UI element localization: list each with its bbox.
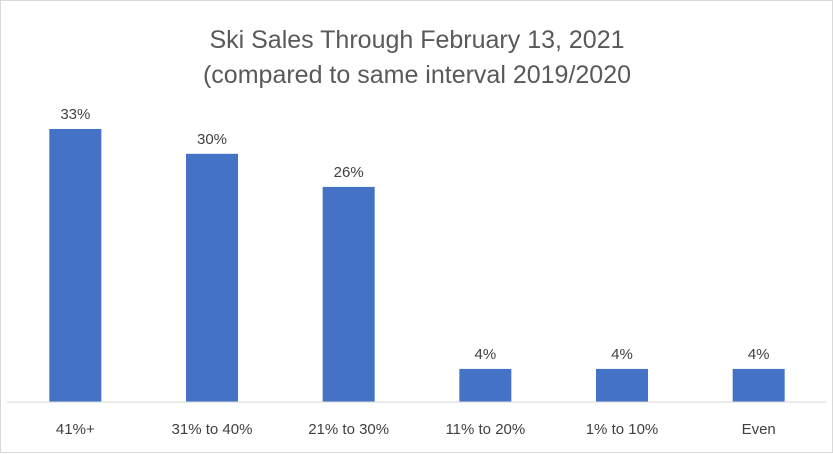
- data-labels-group: 33% 30% 26% 4% 4% 4%: [60, 106, 769, 363]
- chart-title: Ski Sales Through February 13, 2021: [209, 26, 624, 54]
- tick-label-2: 21% to 30%: [308, 421, 389, 438]
- data-label-2: 26%: [334, 164, 364, 181]
- tick-labels-group: 41%+ 31% to 40% 21% to 30% 11% to 20% 1% to …: [56, 421, 776, 438]
- tick-label-5: Even: [742, 421, 776, 438]
- data-label-5: 4%: [748, 346, 770, 363]
- bar-5: [732, 368, 785, 402]
- chart-subtitle: (compared to same interval 2019/2020: [203, 61, 631, 89]
- bar-2: [322, 186, 375, 402]
- bar-0: [49, 129, 102, 402]
- bars-group: [49, 129, 785, 402]
- bar-4: [596, 368, 648, 402]
- data-label-3: 4%: [474, 346, 496, 363]
- bar-3: [459, 368, 512, 402]
- tick-label-0: 41%+: [56, 421, 95, 438]
- bar-1: [186, 153, 238, 402]
- tick-label-3: 11% to 20%: [445, 421, 525, 438]
- data-label-1: 30%: [197, 131, 227, 148]
- data-label-4: 4%: [611, 346, 633, 363]
- tick-label-4: 1% to 10%: [586, 421, 659, 438]
- data-label-0: 33%: [60, 106, 90, 123]
- tick-label-1: 31% to 40%: [172, 421, 253, 438]
